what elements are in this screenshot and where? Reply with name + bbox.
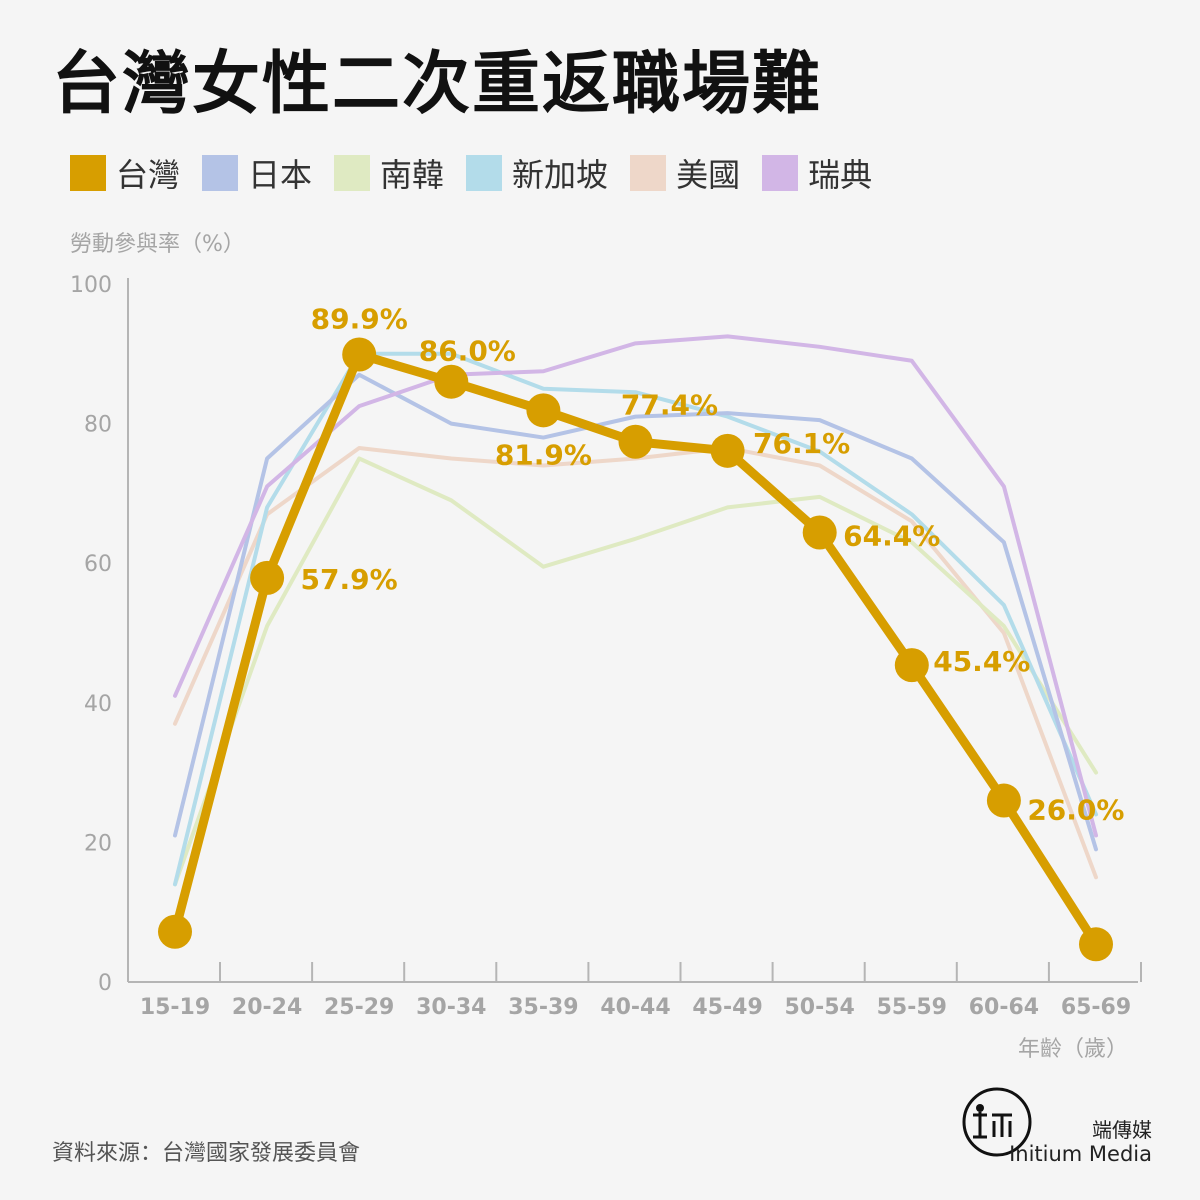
data-label: 26.0% bbox=[1027, 794, 1124, 827]
y-tick-label: 60 bbox=[84, 552, 112, 577]
y-tick-label: 40 bbox=[84, 692, 112, 717]
chart-title: 台灣女性二次重返職場難 bbox=[52, 45, 823, 124]
legend-swatch-korea bbox=[334, 155, 371, 191]
x-tick-label: 35-39 bbox=[508, 995, 578, 1020]
legend-swatch-japan bbox=[202, 155, 239, 191]
legend-item-usa: 美國 bbox=[630, 150, 740, 196]
x-axis-title: 年齡（歲） bbox=[1018, 1037, 1128, 1062]
x-tick-label: 65-69 bbox=[1061, 995, 1131, 1020]
data-point bbox=[710, 433, 745, 468]
data-label: 57.9% bbox=[301, 563, 398, 596]
legend-item-sweden: 瑞典 bbox=[762, 150, 872, 196]
x-tick-label: 40-44 bbox=[600, 995, 670, 1020]
data-label: 77.4% bbox=[621, 389, 718, 422]
y-tick-label: 80 bbox=[84, 413, 112, 438]
series-line-南韓 bbox=[173, 456, 1098, 887]
y-tick-label: 0 bbox=[98, 971, 112, 996]
data-point bbox=[618, 424, 653, 459]
series-line-日本 bbox=[173, 372, 1098, 852]
data-point bbox=[434, 364, 469, 399]
y-tick-label: 100 bbox=[70, 273, 112, 298]
x-tick-label: 25-29 bbox=[324, 995, 394, 1020]
data-label: 45.4% bbox=[933, 645, 1030, 678]
x-tick-label: 45-49 bbox=[692, 995, 762, 1020]
data-label: 76.1% bbox=[753, 427, 850, 460]
x-tick-label: 15-19 bbox=[140, 995, 210, 1020]
data-point bbox=[986, 783, 1021, 818]
legend-swatch-taiwan bbox=[70, 155, 106, 191]
brand-name-en: Initium Media bbox=[1009, 1142, 1152, 1166]
x-tick-label: 30-34 bbox=[416, 995, 486, 1020]
legend-label-taiwan: 台灣 bbox=[116, 156, 181, 194]
legend-label-korea: 南韓 bbox=[380, 156, 445, 194]
legend-label-singapore: 新加坡 bbox=[512, 156, 609, 194]
source-note: 資料來源：台灣國家發展委員會 bbox=[52, 1141, 361, 1166]
x-tick-label: 60-64 bbox=[969, 995, 1039, 1020]
data-label: 81.9% bbox=[495, 438, 592, 471]
brand-name-cn: 端傳媒 bbox=[1092, 1118, 1152, 1142]
data-label: 64.4% bbox=[843, 519, 940, 552]
legend: 台灣 日本 南韓 新加坡 美國 瑞典 bbox=[70, 150, 894, 196]
y-tick-label: 20 bbox=[84, 831, 112, 856]
legend-swatch-singapore bbox=[466, 155, 503, 191]
x-tick-label: 20-24 bbox=[232, 995, 302, 1020]
data-point bbox=[158, 914, 192, 949]
legend-swatch-sweden bbox=[762, 155, 799, 191]
legend-item-korea: 南韓 bbox=[334, 150, 444, 196]
data-label: 86.0% bbox=[419, 335, 516, 368]
data-point bbox=[526, 393, 561, 428]
data-point bbox=[894, 648, 929, 683]
legend-label-usa: 美國 bbox=[676, 156, 741, 194]
x-tick-label: 50-54 bbox=[785, 995, 855, 1020]
data-point bbox=[1079, 927, 1113, 962]
legend-item-singapore: 新加坡 bbox=[466, 150, 608, 196]
x-tick-label: 55-59 bbox=[877, 995, 947, 1020]
initium-logo bbox=[960, 1085, 1034, 1163]
data-point bbox=[250, 560, 285, 595]
data-label: 89.9% bbox=[311, 302, 408, 335]
data-point bbox=[342, 337, 377, 372]
legend-label-japan: 日本 bbox=[248, 156, 313, 194]
data-point bbox=[802, 515, 837, 550]
line-chart: 勞動參與率（%） 100 80 60 40 20 0 15-19 20-24 25-29 30-34… bbox=[70, 232, 1142, 1062]
legend-label-sweden: 瑞典 bbox=[808, 156, 873, 194]
legend-item-taiwan: 台灣 bbox=[70, 150, 180, 196]
legend-item-japan: 日本 bbox=[202, 150, 312, 196]
y-axis-title: 勞動參與率（%） bbox=[70, 232, 245, 257]
legend-swatch-usa bbox=[630, 155, 667, 191]
